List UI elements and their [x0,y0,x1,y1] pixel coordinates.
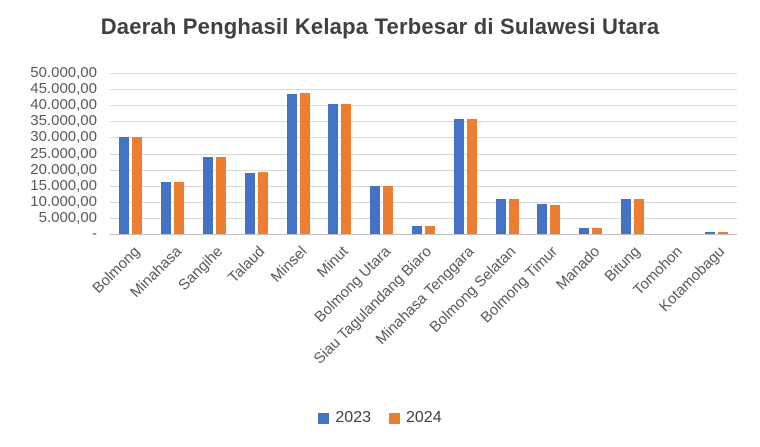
y-tick-label: 20.000,00 [30,161,97,178]
bar-2023-bolmong [119,137,129,234]
bar-2023-bolmong-timur [537,204,547,234]
y-tick-label: 25.000,00 [30,145,97,162]
bar-2023-minsel [287,94,297,234]
gridline [110,73,737,74]
bar-2023-minahasa-tenggara [454,119,464,234]
x-tick-label-talaud: Talaud [224,243,269,287]
legend: 2023 2024 [0,409,760,427]
bar-2024-sangihe [216,157,226,234]
bar-2024-talaud [258,172,268,234]
y-tick-label: 35.000,00 [30,112,97,129]
x-tick-label-bolmong-timur: Bolmong Timur [477,243,562,327]
gridline [110,121,737,122]
gridline [110,137,737,138]
bar-2023-bitung [621,199,631,234]
x-tick-label-minsel: Minsel [267,243,311,286]
legend-label-2024: 2024 [406,409,442,426]
gridline [110,105,737,106]
bar-2023-bolmong-utara [370,186,380,234]
legend-item-2024: 2024 [389,409,442,427]
chart-title: Daerah Penghasil Kelapa Terbesar di Sula… [100,14,660,39]
bar-2024-bolmong-utara [383,186,393,234]
gridline [110,89,737,90]
gridline [110,202,737,203]
bar-2024-minahasa [174,182,184,234]
bar-2023-minahasa [161,182,171,234]
bar-2024-manado [592,228,602,234]
bar-2024-minut [341,104,351,234]
y-tick-label: 40.000,00 [30,96,97,113]
y-tick-label: 50.000,00 [30,64,97,81]
bar-2023-siau-tagulandang-biaro [412,226,422,234]
bar-2024-kotamobagu [718,232,728,234]
y-tick-label: 5.000,00 [38,209,97,226]
bar-2023-talaud [245,173,255,234]
legend-swatch-2023 [318,412,330,424]
x-tick-label-sangihe: Sangihe [175,243,227,294]
gridline [110,154,737,155]
bar-2024-minahasa-tenggara [467,119,477,234]
bar-2023-manado [579,228,589,234]
bar-2024-bolmong-timur [550,205,560,234]
y-tick-label: 15.000,00 [30,177,97,194]
bar-2023-sangihe [203,157,213,234]
bar-2023-kotamobagu [705,232,715,234]
x-tick-label-manado: Manado [552,243,604,294]
bar-2024-bitung [634,199,644,234]
legend-swatch-2024 [389,412,400,424]
bar-2023-minut [328,104,338,234]
gridline [110,186,737,187]
y-tick-label: 45.000,00 [30,80,97,97]
gridline [110,170,737,171]
legend-item-2023: 2023 [318,409,371,427]
bar-2024-bolmong-selatan [509,199,519,234]
bar-2024-minsel [300,93,310,234]
y-tick-label: 30.000,00 [30,128,97,145]
x-tick-label-minut: Minut [314,243,353,281]
bar-2023-bolmong-selatan [496,199,506,234]
y-tick-label: - [92,225,97,242]
x-axis-line [110,234,737,235]
bar-2024-bolmong [132,137,142,234]
bar-2024-siau-tagulandang-biaro [425,226,435,234]
gridline [110,218,737,219]
legend-label-2023: 2023 [335,409,371,426]
y-tick-label: 10.000,00 [30,193,97,210]
